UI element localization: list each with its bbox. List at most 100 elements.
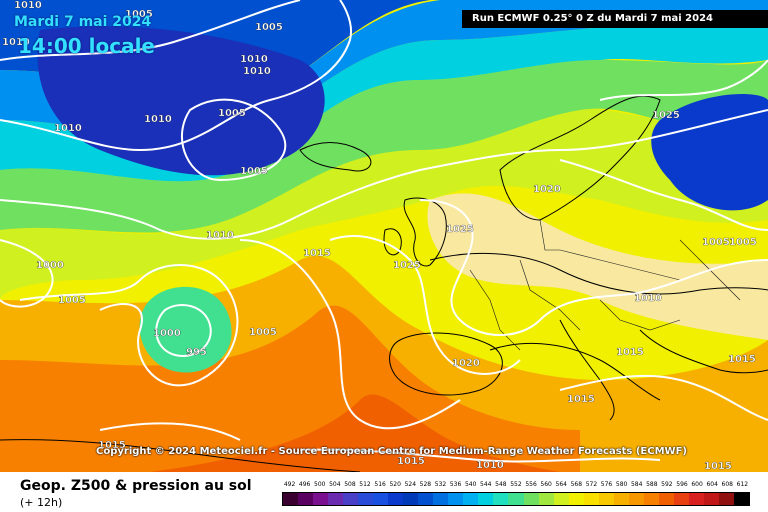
scale-swatch xyxy=(673,493,689,505)
scale-swatch xyxy=(553,493,569,505)
scale-swatch xyxy=(613,493,629,505)
scale-swatch xyxy=(718,493,734,505)
isobar-label: 1010 xyxy=(243,66,271,77)
scale-swatch xyxy=(508,493,524,505)
z500-band-deep-blue xyxy=(37,26,325,176)
scale-value-label: 520 xyxy=(389,481,401,488)
scale-swatch xyxy=(433,493,449,505)
isobar-label: 1000 xyxy=(153,328,181,339)
scale-swatch xyxy=(418,493,434,505)
scale-swatch xyxy=(373,493,389,505)
scale-value-label: 532 xyxy=(434,481,447,488)
legend-panel: Geop. Z500 & pression au sol (+ 12h) 492… xyxy=(0,472,768,512)
product-title: Geop. Z500 & pression au sol xyxy=(20,478,252,494)
forecast-map: 1010 1005 1005 1010 1010 1010 1005 1010 … xyxy=(0,0,768,472)
scale-swatch xyxy=(523,493,539,505)
model-run-info: Run ECMWF 0.25° 0 Z du Mardi 7 mai 2024 xyxy=(462,10,768,28)
isobar-label: 1015 xyxy=(616,347,644,358)
isobar-label: 1010 xyxy=(144,114,172,125)
scale-value-label: 544 xyxy=(480,481,492,488)
z500-band-green xyxy=(0,60,768,233)
scale-value-label: 508 xyxy=(344,481,356,488)
z500-band-cyan xyxy=(0,20,768,182)
scale-swatch xyxy=(403,493,419,505)
scale-swatch xyxy=(388,493,404,505)
isobar-label: 1010 xyxy=(240,54,268,65)
isobar-label: 1025 xyxy=(446,224,474,235)
forecast-date: Mardi 7 mai 2024 xyxy=(14,14,152,30)
z500-band-yellow-green xyxy=(0,108,768,300)
scale-value-label: 552 xyxy=(510,481,522,488)
isobar-lines xyxy=(0,0,768,463)
scale-swatch xyxy=(343,493,359,505)
isobar-label: 1015 xyxy=(397,456,425,467)
scale-value-label: 612 xyxy=(736,481,749,488)
scale-swatch xyxy=(598,493,614,505)
scale-swatch xyxy=(478,493,494,505)
scale-value-label: 604 xyxy=(706,481,718,488)
scale-value-label: 540 xyxy=(464,481,477,488)
scale-swatch xyxy=(733,493,749,505)
scale-value-label: 576 xyxy=(600,481,613,488)
scale-value-label: 512 xyxy=(359,481,371,488)
isobar-label: 1005 xyxy=(249,327,277,338)
scale-value-label: 564 xyxy=(555,481,567,488)
z500-band-dark-orange xyxy=(0,305,580,472)
isobar-labels: 1010 1005 1005 1010 1010 1010 1005 1010 … xyxy=(2,0,757,472)
scale-value-label: 500 xyxy=(314,481,326,488)
z500-low-southwest xyxy=(139,286,232,373)
scale-swatch xyxy=(463,493,479,505)
isobar-label: 1010 xyxy=(14,0,42,11)
scale-swatch xyxy=(538,493,554,505)
isobar-label: 1005 xyxy=(702,237,730,248)
scale-swatch xyxy=(643,493,659,505)
isobar-label: 1015 xyxy=(704,461,732,472)
z500-low-northeast xyxy=(651,94,768,211)
scale-value-label: 524 xyxy=(404,481,417,488)
color-scale-bar xyxy=(282,492,750,506)
isobar-label: 1010 xyxy=(634,293,662,304)
isobar-label: 1015 xyxy=(303,248,331,259)
scale-swatch xyxy=(688,493,704,505)
scale-value-label: 588 xyxy=(646,481,658,488)
isobar-label: 1020 xyxy=(533,184,561,195)
isobar-label: 1025 xyxy=(393,260,421,271)
forecast-local-time: 14:00 locale xyxy=(18,34,155,58)
isobar-label: 1015 xyxy=(567,394,595,405)
isobar-label: 1005 xyxy=(218,108,246,119)
scale-swatch xyxy=(313,493,329,505)
isobar-label: 1010 xyxy=(54,123,82,134)
isobar-label: 1015 xyxy=(728,354,756,365)
copyright-notice: Copyright © 2024 Meteociel.fr - Source E… xyxy=(96,446,687,457)
isobar-label: 1005 xyxy=(729,237,757,248)
forecast-lead-time: (+ 12h) xyxy=(20,496,63,509)
scale-swatch xyxy=(583,493,599,505)
scale-value-label: 600 xyxy=(691,481,703,488)
isobar-label: 1005 xyxy=(255,22,283,33)
isobar-label: 1025 xyxy=(652,110,680,121)
coastlines xyxy=(0,95,768,472)
isobar-label: 1020 xyxy=(452,358,480,369)
scale-value-label: 548 xyxy=(495,481,507,488)
scale-swatch xyxy=(283,493,299,505)
scale-swatch xyxy=(703,493,719,505)
scale-value-label: 596 xyxy=(676,481,688,488)
scale-swatch xyxy=(568,493,584,505)
isobar-label: 1005 xyxy=(125,9,153,20)
color-scale-labels: 492 496 500 504 508 512 516 520 524 528 532 536 540 5… xyxy=(282,481,750,488)
scale-swatch xyxy=(358,493,374,505)
z500-band-red xyxy=(150,394,560,472)
isobar-label: 1005 xyxy=(240,166,268,177)
scale-swatch xyxy=(658,493,674,505)
scale-value-label: 568 xyxy=(570,481,583,488)
scale-value-label: 516 xyxy=(374,481,386,488)
scale-swatch xyxy=(328,493,344,505)
scale-value-label: 536 xyxy=(449,481,462,488)
scale-swatch xyxy=(493,493,509,505)
isobar-label: 1015 xyxy=(98,440,126,451)
scale-value-label: 492 xyxy=(283,481,296,488)
scale-swatch xyxy=(298,493,314,505)
scale-swatch xyxy=(448,493,464,505)
isobar-label: 1000 xyxy=(36,260,64,271)
scale-value-label: 608 xyxy=(721,481,733,488)
